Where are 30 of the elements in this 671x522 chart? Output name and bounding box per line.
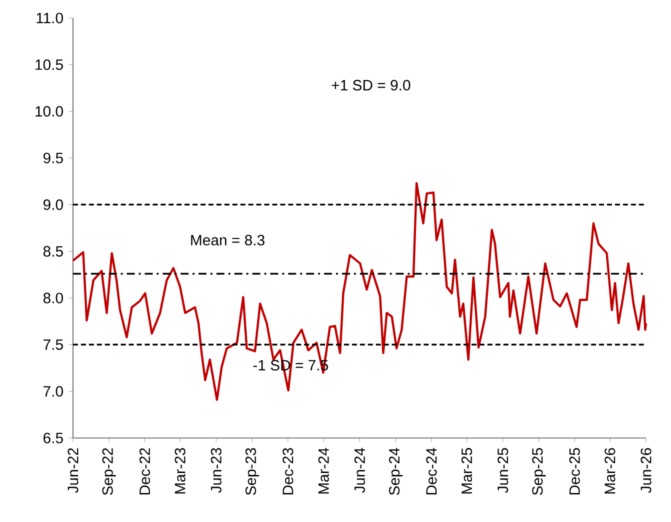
- y-tick-label: 8.0: [43, 292, 63, 304]
- y-tick-label: 7.0: [44, 386, 63, 397]
- x-tick-label: Sep-24: [389, 448, 403, 495]
- x-tick-label: Dec-25: [569, 448, 580, 494]
- x-tick-label: Mar-24: [318, 448, 329, 494]
- x-tick-label: Mar-25: [461, 448, 472, 494]
- y-tick-label: 10.0: [36, 106, 63, 117]
- x-tick-label: Sep-23: [245, 448, 259, 495]
- y-tick-label: 6.5: [44, 432, 63, 444]
- x-tick-label: Jun-23: [210, 448, 222, 493]
- x-tick-label: Mar-26: [604, 448, 616, 494]
- x-tick-label: Dec-22: [139, 448, 150, 494]
- x-tick-label: Jun-24: [354, 448, 365, 493]
- x-tick-label: Dec-24: [426, 448, 437, 494]
- annotation: +1 SD = 9.0: [332, 80, 410, 90]
- ref-line-label: Mean = 8.3: [191, 234, 264, 246]
- x-tick-label: Sep-25: [532, 448, 546, 495]
- x-tick-label: Dec-23: [282, 448, 294, 494]
- x-tick-label: Sep-22: [102, 448, 116, 495]
- y-tick-label: 11.0: [36, 12, 63, 24]
- y-tick-label: 9.0: [43, 199, 63, 210]
- y-tick-label: 7.5: [44, 339, 63, 350]
- y-tick-label: 8.5: [43, 246, 63, 257]
- x-tick-label: Jun-26: [640, 448, 652, 493]
- line-series: [72, 182, 648, 401]
- x-tick-label: Jun-25: [498, 448, 508, 493]
- y-tick-label: 9.5: [43, 152, 63, 164]
- x-tick-label: Jun-22: [68, 448, 78, 493]
- y-tick-label: 10.5: [36, 59, 63, 70]
- x-tick-label: Mar-23: [174, 448, 186, 494]
